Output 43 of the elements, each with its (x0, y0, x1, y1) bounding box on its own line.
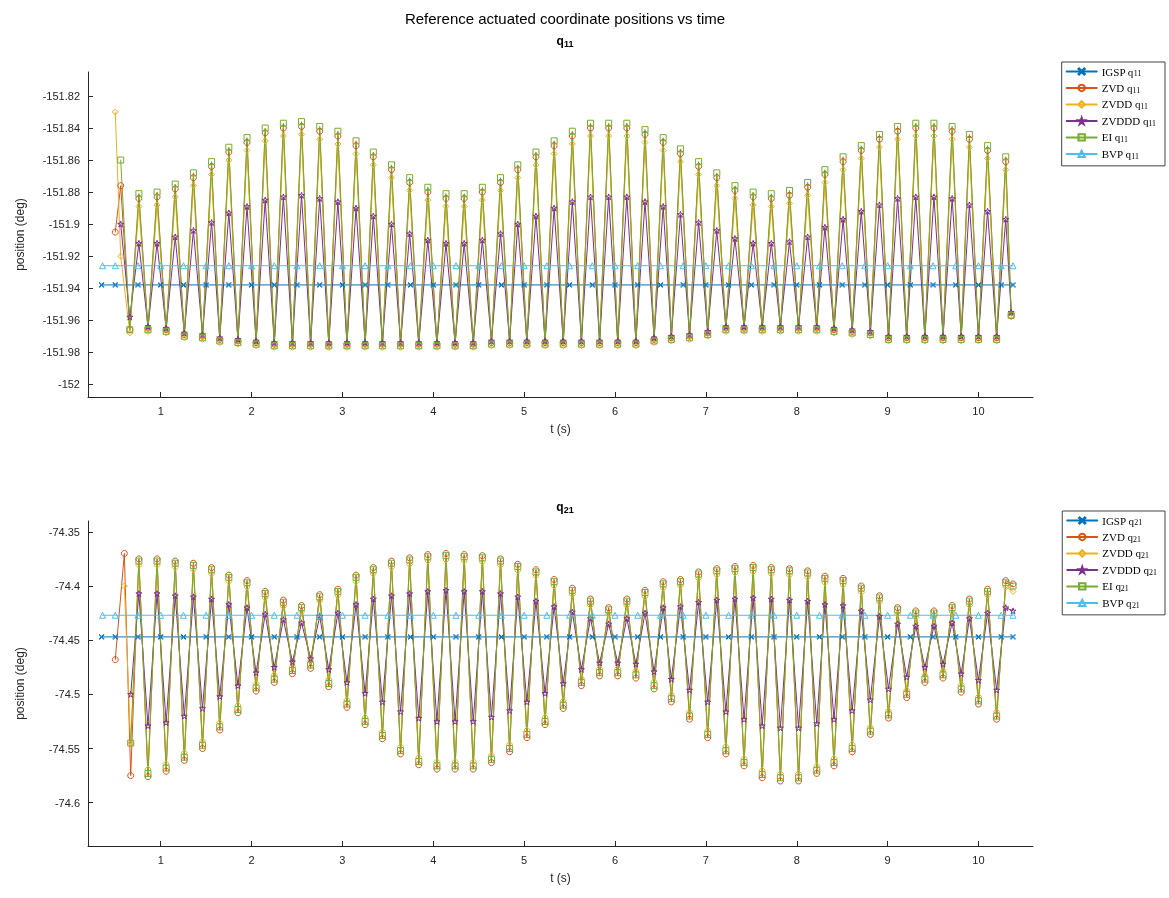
y-tick-label: -74.45 (48, 634, 80, 647)
x-tick-label: 1 (157, 404, 164, 417)
x-tick-label: 6 (611, 853, 619, 866)
x-tick-label: 10 (972, 853, 985, 866)
y-tick-label: -151.88 (42, 186, 80, 199)
x-tick-label: 4 (430, 404, 437, 417)
y-tick-label: -151.86 (42, 154, 80, 167)
y-tick-label: -151.9 (48, 218, 80, 231)
y-axis-title: position (deg) (13, 198, 27, 271)
x-tick-label: 6 (611, 404, 619, 417)
chart-title: Reference actuated coordinate positions vs time (404, 10, 726, 27)
y-tick-label: -151.92 (42, 250, 80, 263)
x-axis-title: t (s) (550, 871, 571, 885)
x-tick-label: 4 (430, 853, 437, 866)
chart-subtitle: q11 (556, 34, 574, 49)
x-tick-label: 2 (248, 853, 255, 866)
x-tick-label: 1 (157, 853, 164, 866)
y-tick-label: -151.96 (42, 314, 80, 327)
y-axis-title: position (deg) (13, 647, 27, 720)
y-tick-label: -74.4 (54, 580, 80, 592)
x-tick-label: 10 (972, 404, 985, 417)
x-tick-label: 7 (702, 404, 709, 417)
x-tick-label: 2 (248, 404, 255, 417)
y-tick-label: -152 (57, 378, 80, 391)
x-tick-label: 3 (339, 853, 346, 866)
y-tick-label: -151.84 (42, 122, 80, 135)
x-tick-label: 9 (884, 853, 891, 866)
y-tick-label: -151.94 (42, 282, 80, 295)
x-tick-label: 3 (339, 404, 346, 417)
x-tick-label: 8 (793, 853, 800, 866)
y-tick-label: -151.82 (42, 90, 80, 103)
y-tick-label: -151.98 (42, 346, 80, 359)
x-tick-label: 7 (702, 853, 709, 866)
y-tick-label: -74.6 (54, 796, 80, 809)
chart-title: q21 (556, 500, 574, 515)
x-axis-title: t (s) (550, 422, 571, 436)
x-tick-label: 8 (793, 404, 800, 417)
x-tick-label: 5 (521, 404, 528, 417)
y-tick-label: -74.55 (48, 742, 80, 755)
x-tick-label: 9 (884, 404, 891, 417)
y-tick-label: -74.5 (54, 688, 80, 701)
x-tick-label: 5 (521, 853, 528, 866)
y-tick-label: -74.35 (48, 525, 80, 538)
